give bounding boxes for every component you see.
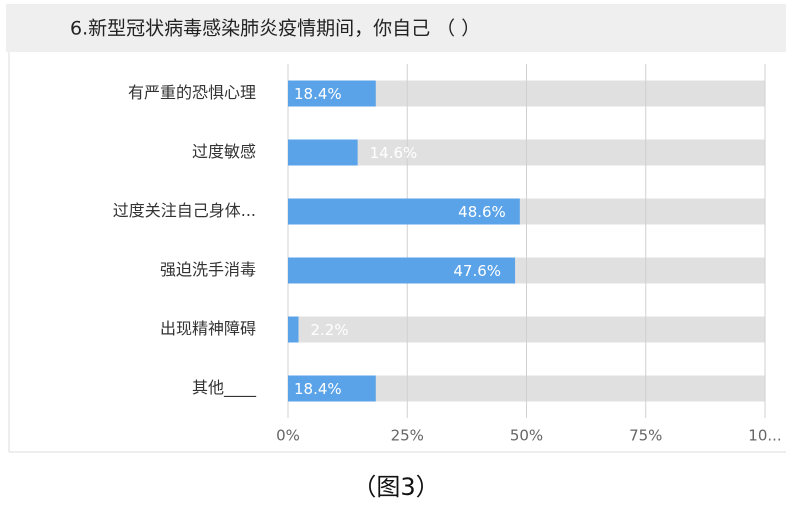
bar bbox=[288, 316, 299, 343]
chart-title: 6.新型冠状病毒感染肺炎疫情期间，你自己 （ ） bbox=[70, 18, 480, 40]
y-tick-label: 过度敏感 bbox=[192, 142, 256, 161]
y-tick-label: 过度关注自己身体... bbox=[113, 201, 256, 220]
bar bbox=[288, 375, 376, 402]
y-tick-label: 其他____ bbox=[192, 378, 257, 398]
value-label: 14.6% bbox=[370, 144, 418, 162]
y-tick-label: 出现精神障碍 bbox=[160, 319, 256, 338]
title-bar bbox=[6, 4, 786, 52]
bar bbox=[288, 80, 376, 107]
caption: （图3） bbox=[352, 473, 439, 501]
x-tick-label: 0% bbox=[276, 427, 300, 445]
bar bbox=[288, 139, 358, 166]
value-label: 18.4% bbox=[294, 380, 342, 398]
bar bbox=[288, 198, 520, 225]
x-tick-label: 50% bbox=[510, 427, 543, 445]
y-tick-label: 强迫洗手消毒 bbox=[160, 260, 256, 279]
x-tick-label: 75% bbox=[629, 427, 662, 445]
x-tick-label: 25% bbox=[391, 427, 424, 445]
y-tick-label: 有严重的恐惧心理 bbox=[128, 83, 256, 102]
bar bbox=[288, 257, 516, 284]
value-label: 48.6% bbox=[458, 203, 506, 221]
value-label: 47.6% bbox=[453, 262, 501, 280]
x-tick-label: 10... bbox=[748, 427, 781, 445]
value-label: 2.2% bbox=[310, 321, 348, 339]
value-label: 18.4% bbox=[294, 85, 342, 103]
